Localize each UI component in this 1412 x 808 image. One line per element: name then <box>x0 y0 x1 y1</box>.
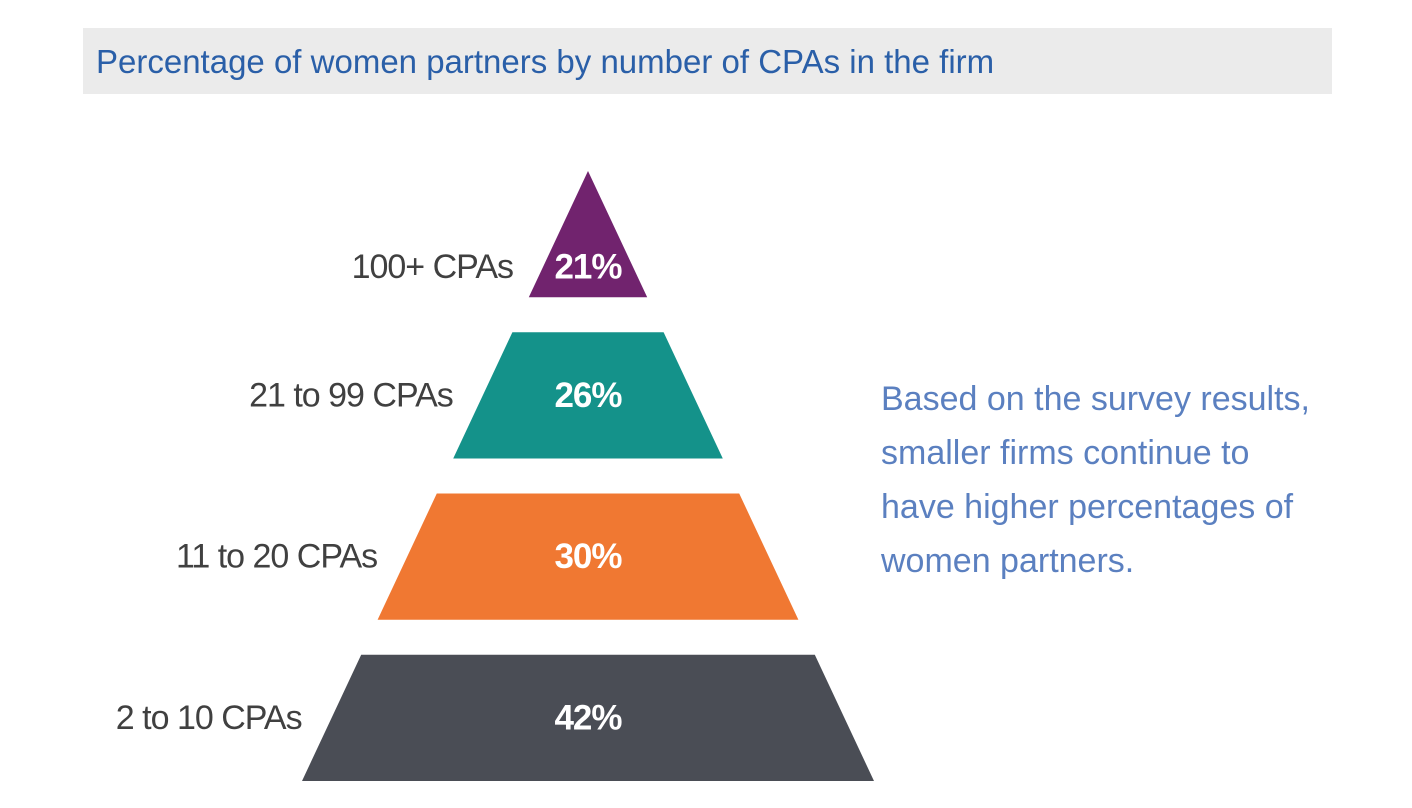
value-label-2-to-10-cpas: 42% <box>554 698 622 737</box>
pyramid-tier-11-to-20-cpas <box>377 493 799 620</box>
annotation-line: have higher percentages of <box>881 488 1294 526</box>
pyramid-tier-100-cpas <box>528 171 648 298</box>
category-label-11-to-20-cpas: 11 to 20 CPAs <box>176 538 377 576</box>
value-label-100-cpas: 21% <box>554 247 622 286</box>
category-label-100-cpas: 100+ CPAs <box>352 248 513 286</box>
value-label-11-to-20-cpas: 30% <box>554 537 622 576</box>
value-label-21-to-99-cpas: 26% <box>554 376 622 415</box>
annotation-line: women partners. <box>881 542 1135 580</box>
annotation-text: Based on the survey results, smaller fir… <box>881 372 1351 588</box>
title-bar: Percentage of women partners by number o… <box>83 28 1332 94</box>
pyramid-tier-2-to-10-cpas <box>302 654 874 781</box>
pyramid-tier-21-to-99-cpas <box>453 332 723 459</box>
category-label-2-to-10-cpas: 2 to 10 CPAs <box>116 699 302 737</box>
chart-title: Percentage of women partners by number o… <box>96 43 995 80</box>
annotation-line: Based on the survey results, <box>881 380 1311 418</box>
annotation-line: smaller firms continue to <box>881 434 1250 472</box>
category-label-21-to-99-cpas: 21 to 99 CPAs <box>249 376 453 414</box>
